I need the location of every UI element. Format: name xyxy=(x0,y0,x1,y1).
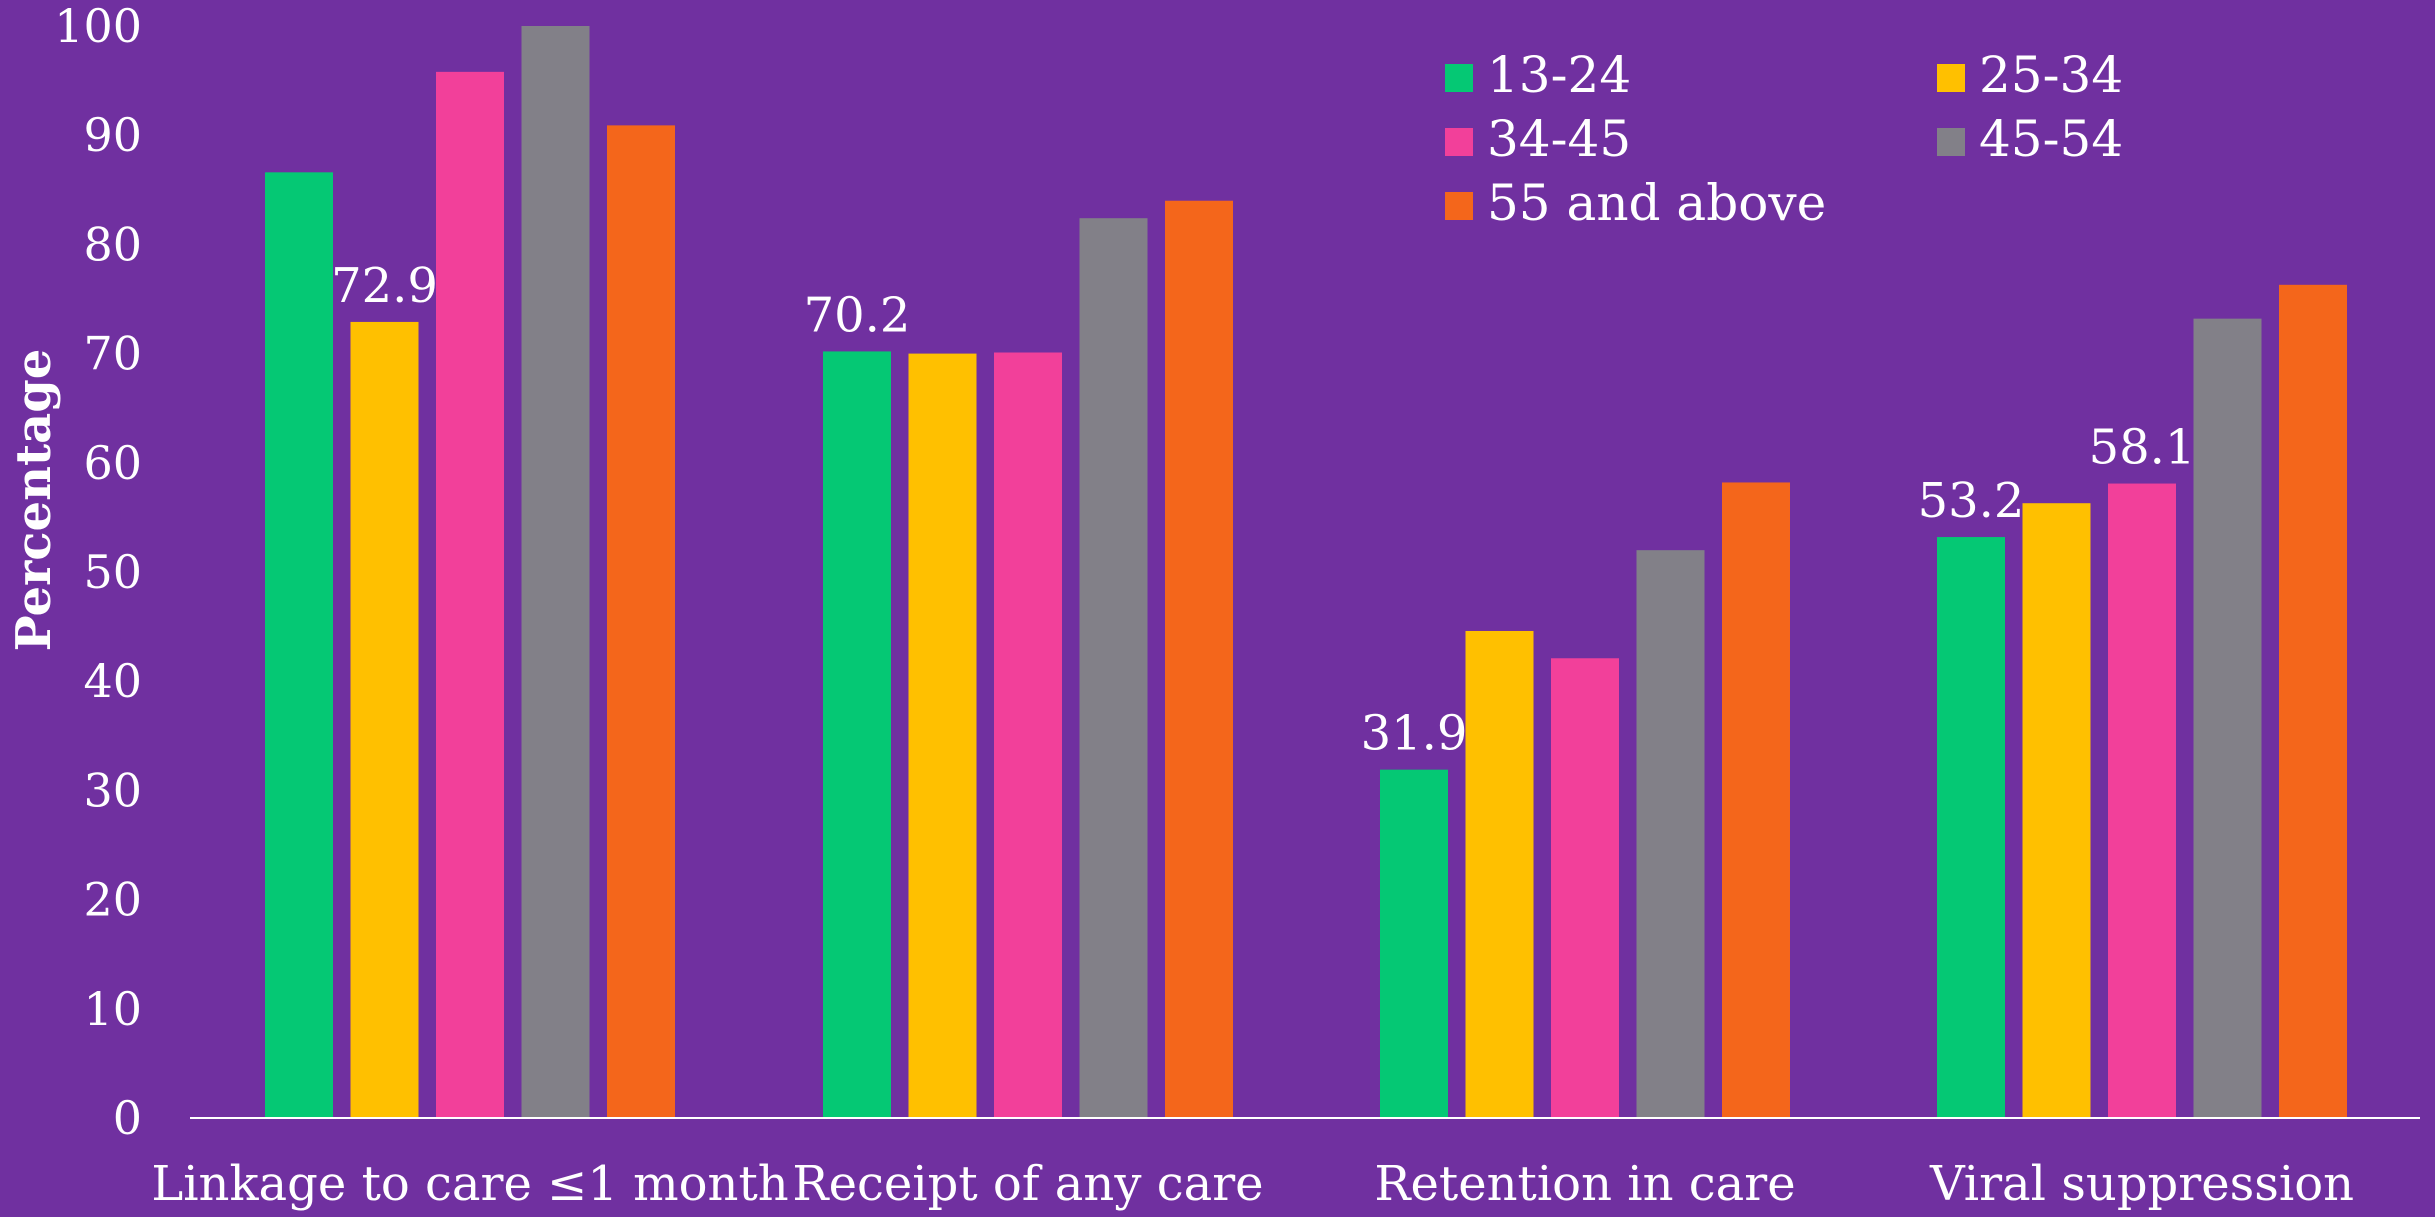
bar xyxy=(265,172,333,1118)
bar xyxy=(1937,537,2005,1118)
y-tick-label: 60 xyxy=(83,436,142,490)
data-label: 53.2 xyxy=(1918,473,2025,529)
bar xyxy=(1079,218,1148,1118)
y-tick-label: 70 xyxy=(83,327,142,381)
bars xyxy=(265,26,2347,1119)
y-tick-label: 30 xyxy=(83,763,142,817)
data-label: 31.9 xyxy=(1361,706,1468,762)
bar xyxy=(2022,503,2091,1119)
y-axis-title: Percentage xyxy=(6,349,62,652)
legend-label: 25-34 xyxy=(1979,46,2123,104)
legend-swatch xyxy=(1445,128,1473,156)
y-tick-label: 90 xyxy=(83,108,142,162)
data-label: 70.2 xyxy=(804,287,911,343)
data-label: 58.1 xyxy=(2089,420,2196,476)
bar xyxy=(521,26,590,1118)
bar xyxy=(2279,284,2347,1119)
y-tick-label: 40 xyxy=(83,654,142,708)
legend: 13-24 25-34 34-45 45-54 55 and above xyxy=(1445,46,2123,232)
legend-label: 55 and above xyxy=(1487,174,1826,232)
data-labels: 72.9 70.2 31.9 53.2 58.1 xyxy=(331,258,2195,762)
legend-swatch xyxy=(1445,64,1473,92)
bar xyxy=(908,353,977,1119)
x-axis-category-labels: Linkage to care ≤1 month Receipt of any c… xyxy=(151,1156,2354,1212)
y-tick-label: 20 xyxy=(83,873,142,927)
bar xyxy=(1465,630,1534,1118)
bar xyxy=(2108,483,2176,1119)
legend-label: 34-45 xyxy=(1487,110,1631,168)
legend-label: 13-24 xyxy=(1487,46,1631,104)
x-category-label: Retention in care xyxy=(1374,1156,1795,1212)
bar xyxy=(1165,200,1233,1119)
data-label: 72.9 xyxy=(331,258,438,314)
bar xyxy=(1551,658,1619,1118)
y-tick-label: 100 xyxy=(54,0,142,53)
legend-label: 45-54 xyxy=(1979,110,2123,168)
bar xyxy=(823,351,891,1118)
bar xyxy=(436,71,504,1118)
bar xyxy=(1722,482,1790,1118)
bar xyxy=(607,125,675,1118)
bar xyxy=(994,352,1062,1118)
x-category-label: Receipt of any care xyxy=(792,1156,1263,1212)
bar xyxy=(1636,550,1705,1118)
y-axis-ticks: 0 10 20 30 40 50 60 70 80 90 100 xyxy=(54,0,142,1145)
y-tick-label: 0 xyxy=(113,1091,142,1145)
y-tick-label: 80 xyxy=(83,217,142,271)
bar xyxy=(1380,769,1448,1118)
x-category-label: Linkage to care ≤1 month xyxy=(151,1156,788,1212)
legend-swatch xyxy=(1445,192,1473,220)
x-category-label: Viral suppression xyxy=(1929,1156,2354,1212)
bar xyxy=(2193,318,2262,1118)
legend-swatch xyxy=(1937,64,1965,92)
bar xyxy=(350,321,419,1118)
legend-swatch xyxy=(1937,128,1965,156)
y-tick-label: 10 xyxy=(83,982,142,1036)
y-tick-label: 50 xyxy=(83,545,142,599)
